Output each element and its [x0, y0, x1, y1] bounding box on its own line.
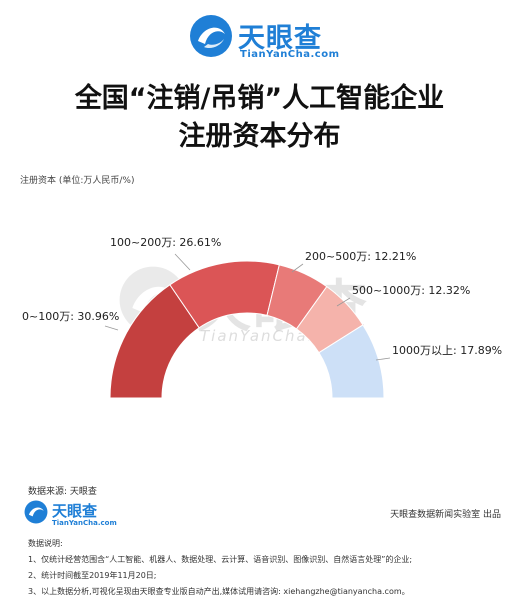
notes-item: 2、统计时间截至2019年11月20日; [28, 571, 157, 580]
slice-label: 200~500万: 12.21% [305, 250, 416, 263]
slice-label: 0~100万: 30.96% [22, 310, 119, 323]
notes-heading: 数据说明: [28, 539, 63, 548]
data-notes: 数据说明: 1、仅统计经营范围含“人工智能、机器人、数据处理、云计算、语音识别、… [28, 536, 412, 600]
brand-name: 天眼查 [238, 23, 322, 54]
slice-leader-line [336, 297, 351, 307]
tianyancha-footer-logo-icon [24, 500, 48, 524]
notes-item: 1、仅统计经营范围含“人工智能、机器人、数据处理、云计算、语音识别、图像识别、自… [28, 555, 413, 564]
slice-leader-line [291, 263, 304, 273]
slice-leader-line [104, 325, 119, 331]
footer-brand-name: 天眼查 [52, 502, 98, 520]
slice-label: 500~1000万: 12.32% [352, 284, 470, 297]
unit-note: 注册资本 (单位:万人民币/%) [20, 176, 135, 186]
slice-leader-line [174, 253, 191, 271]
slice-label: 1000万以上: 17.89% [392, 344, 502, 357]
brand-footer: 天眼查 TianYanCha.com [24, 500, 164, 528]
slice-label: 100~200万: 26.61% [110, 236, 221, 249]
slice-leader-line [375, 357, 391, 361]
half-donut-chart: 0~100万: 30.96% 100~200万: 26.61% 200~500万: … [22, 236, 502, 399]
chart-title-line1: 全国“注销/吊销”人工智能企业 [74, 83, 445, 114]
footer-brand-domain: TianYanCha.com [52, 519, 117, 527]
producer-credit: 天眼查数据新闻实验室 出品 [390, 510, 501, 520]
tianyancha-logo-icon [190, 15, 232, 57]
chart-title-line2: 注册资本分布 [178, 121, 341, 152]
donut-slice-4 [318, 324, 385, 399]
brand-header: 天眼查 TianYanCha.com [0, 14, 519, 64]
data-source: 数据来源: 天眼查 [28, 487, 97, 497]
notes-item: 3、以上数据分析,可视化呈现由天眼查专业版自动产出,媒体试用请咨询: xieha… [28, 587, 410, 596]
brand-domain: TianYanCha.com [240, 49, 340, 60]
